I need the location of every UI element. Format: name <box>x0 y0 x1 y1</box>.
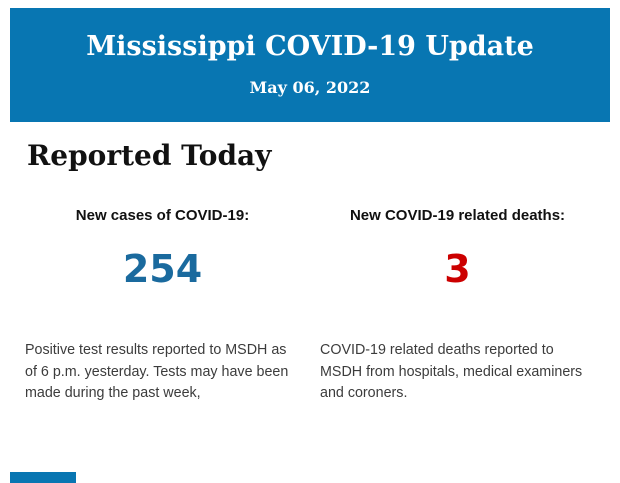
report-date: May 06, 2022 <box>249 78 371 97</box>
header-banner: Mississippi COVID-19 Update May 06, 2022 <box>10 8 610 122</box>
stat-new-cases: New cases of COVID-19: 254 Positive test… <box>25 206 300 419</box>
new-deaths-value: 3 <box>444 247 471 291</box>
new-cases-value: 254 <box>122 247 203 291</box>
next-section-partial-bar <box>10 472 76 483</box>
new-cases-label: New cases of COVID-19: <box>75 207 250 224</box>
stat-new-deaths: New COVID-19 related deaths: 3 COVID-19 … <box>320 206 595 419</box>
section-heading-reported-today: Reported Today <box>27 139 272 172</box>
page-title: Mississippi COVID-19 Update <box>86 31 534 62</box>
stats-grid: New cases of COVID-19: 254 Positive test… <box>25 206 595 419</box>
new-deaths-description: COVID-19 related deaths reported to MSDH… <box>320 342 583 401</box>
new-cases-description: Positive test results reported to MSDH a… <box>25 342 289 401</box>
new-deaths-label: New COVID-19 related deaths: <box>349 207 566 224</box>
